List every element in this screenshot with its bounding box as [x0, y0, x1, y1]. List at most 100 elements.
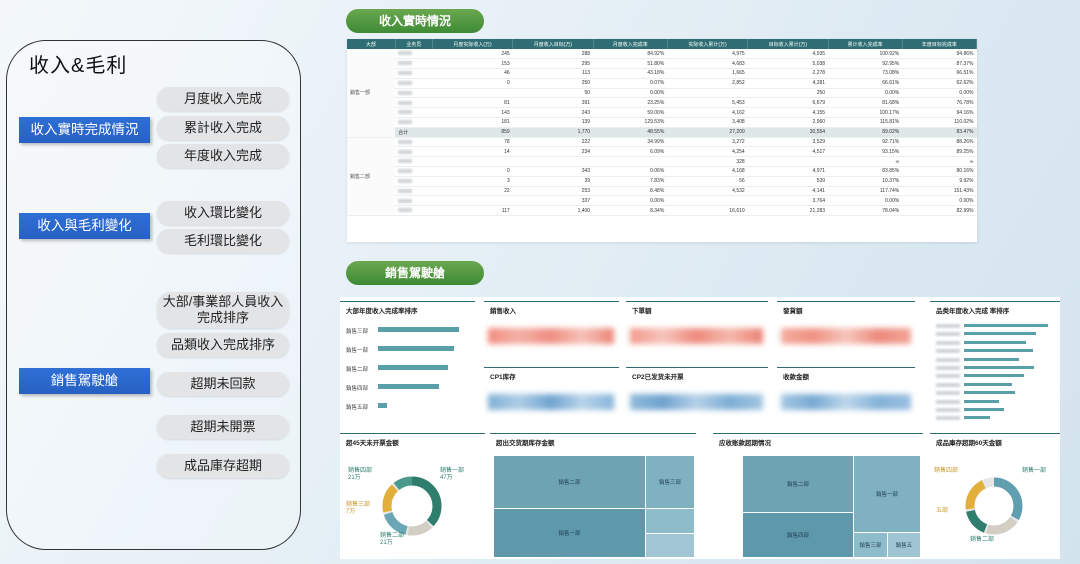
table-cell	[512, 156, 594, 168]
table-row[interactable]: 46 113 43.18% 1,665 2,278 73.08% 66.51%	[347, 68, 977, 79]
treemap-cell[interactable]: 銷售二部	[494, 456, 645, 508]
nav-item-inventory-overdue[interactable]: 成品庫存超期	[157, 454, 289, 478]
income-table[interactable]: 大部 业务员 月度实际收入(万) 月度收入目标(万) 月度收入完成率 实际收入累计(万) 目…	[347, 39, 977, 242]
table-row[interactable]: 22 253 8.48% 4,532 4,141 117.74% 151.43%	[347, 186, 977, 197]
treemap-cell[interactable]: 銷售五	[888, 533, 920, 557]
kpi-card-shipment-amount[interactable]: 發貨額	[777, 301, 915, 359]
nav-category-realtime-income[interactable]: 收入實時完成情況	[19, 117, 150, 143]
treemap-inventory-card[interactable]: 超出交货期库存金额 銷售二部 銷售一部 銷售三部	[490, 433, 696, 559]
blurred-value	[488, 394, 614, 410]
table-cell: 222	[512, 137, 594, 148]
table-cell: 0.00%	[593, 195, 668, 207]
category-rank-bar[interactable]	[964, 408, 1004, 411]
nav-item-annual-income[interactable]: 年度收入完成	[157, 144, 289, 168]
category-rank-bar[interactable]	[964, 374, 1024, 378]
table-header-cell[interactable]: 月度实际收入(万)	[432, 39, 514, 49]
kpi-card-cp2-uninvoiced[interactable]: CP2已发货未开票	[626, 367, 768, 425]
treemap-cell[interactable]: 銷售三部	[646, 456, 694, 508]
table-header-cell[interactable]: 月度收入完成率	[593, 39, 668, 49]
table-header-cell[interactable]: 月度收入目标(万)	[512, 39, 594, 49]
table-cell: 0.00%	[902, 88, 977, 99]
table-row[interactable]: 14 234 6.09% 4,254 4,517 93.15% 89.25%	[347, 146, 977, 158]
table-cell: 10.37%	[828, 176, 903, 187]
kpi-card-sales-income[interactable]: 銷售收入	[484, 301, 619, 359]
treemap-cell[interactable]	[646, 534, 694, 557]
kpi-title: CP2已发货未开票	[632, 374, 684, 381]
kpi-card-collection-amount[interactable]: 收款金额	[777, 367, 915, 425]
table-header-cell[interactable]: 业务员	[395, 39, 433, 49]
table-cell: 14	[432, 146, 513, 158]
table-row[interactable]: 銷售二部 78 222 34.99% 3,272 3,529 92.71% 88.26%	[347, 137, 977, 217]
table-cell: 8.34%	[593, 205, 668, 217]
category-rank-bar[interactable]	[964, 332, 1037, 336]
table-cell: 2,852	[667, 78, 748, 89]
treemap-cell[interactable]: 銷售二部	[743, 456, 853, 512]
rank-bar[interactable]	[378, 403, 387, 408]
table-row[interactable]: 337 0.00% 3,764 0.00% 0.00%	[347, 195, 977, 207]
table-header-cell[interactable]: 实际收入累计(万)	[667, 39, 749, 49]
table-row[interactable]: 181 139 129.53% 3,408 2,960 115.81% 110.02%	[347, 117, 977, 128]
table-header-cell[interactable]: 大部	[347, 39, 396, 49]
table-header-cell[interactable]: 目标收入累计(万)	[747, 39, 829, 49]
table-row[interactable]: 3 39 7.83% 56 539 10.37% 9.92%	[347, 176, 977, 187]
table-row[interactable]: 50 0.00% 250 0.00% 0.00%	[347, 88, 977, 99]
rank-bar[interactable]	[378, 384, 440, 389]
treemap-cell[interactable]: 銷售三部	[854, 533, 887, 557]
treemap-cell[interactable]: 銷售一部	[854, 456, 920, 532]
table-row[interactable]: 0 343 0.06% 4,168 4,971 83.85% 80.16%	[347, 166, 977, 177]
nav-item-overdue-receivable[interactable]: 超期未回款	[157, 372, 289, 396]
nav-item-overdue-invoice[interactable]: 超期未開票	[157, 415, 289, 439]
nav-item-category-ranking[interactable]: 品類收入完成排序	[157, 333, 289, 357]
table-row[interactable]: 合计 859 1,770 48.55% 27,200 30,554 89.02% 83.47%	[347, 127, 977, 138]
table-cell	[593, 156, 668, 168]
category-rank-bar[interactable]	[964, 340, 1026, 344]
category-rank-bar[interactable]	[964, 366, 1035, 369]
treemap-cell[interactable]	[646, 509, 694, 533]
nav-item-income-mom[interactable]: 收入環比變化	[157, 201, 289, 225]
nav-panel: 收入&毛利 收入實時完成情況 月度收入完成 累計收入完成 年度收入完成 收入與毛…	[6, 40, 301, 550]
table-cell: 21,283	[747, 205, 829, 217]
category-label-blurred	[936, 416, 960, 421]
dept-rank-card[interactable]: 大部年度收入完成率排序 銷售三部 銷售一部 銷售二部 銷售四部 銷售五部	[340, 301, 475, 429]
kpi-card-cp1-inventory[interactable]: CP1库存	[484, 367, 619, 425]
rank-bar[interactable]	[378, 327, 459, 332]
table-row[interactable]: 143 243 59.00% 4,162 4,155 100.17% 94.16%	[347, 107, 977, 119]
donut-inventory-chart	[965, 477, 1023, 535]
treemap-receivable-title: 应收账款超期情况	[719, 440, 771, 447]
table-cell: 59.00%	[593, 107, 668, 119]
category-rank-bar[interactable]	[964, 349, 1033, 353]
rank-bar[interactable]	[378, 346, 454, 351]
nav-item-monthly-income[interactable]: 月度收入完成	[157, 87, 289, 111]
nav-item-cumulative-income[interactable]: 累計收入完成	[157, 116, 289, 140]
table-row[interactable]: 117 1,400 8.34% 16,610 21,283 78.04% 82.99%	[347, 205, 977, 217]
category-rank-card[interactable]: 品类年度收入完成 率排序	[930, 301, 1060, 429]
nav-item-dept-ranking[interactable]: 大部/事業部人員收入完成排序	[157, 292, 289, 328]
category-rank-bar[interactable]	[964, 391, 1016, 395]
category-rank-bar[interactable]	[964, 416, 991, 420]
rank-bar[interactable]	[378, 365, 449, 370]
table-cell: 56	[667, 176, 748, 187]
table-cell: 245	[432, 49, 513, 60]
table-cell: 94.16%	[902, 107, 977, 119]
table-row[interactable]: 153 295 51.80% 4,683 5,038 92.95% 87.37%	[347, 58, 977, 70]
table-row[interactable]: 81 391 23.25% 5,453 6,679 81.68% 76.78%	[347, 97, 977, 109]
category-rank-bar[interactable]	[964, 324, 1048, 327]
category-rank-bar[interactable]	[964, 382, 1013, 386]
kpi-card-order-amount[interactable]: 下單額	[626, 301, 768, 359]
category-rank-bar[interactable]	[964, 357, 1019, 361]
donut-label: 銷售三部 7万	[346, 502, 371, 515]
treemap-cell[interactable]: 銷售一部	[494, 509, 645, 557]
treemap-receivable-card[interactable]: 应收账款超期情况 銷售二部 銷售一部 銷售四部 銷售三部 銷售五	[713, 433, 923, 559]
nav-category-sales-cockpit[interactable]: 銷售駕駛艙	[19, 368, 150, 394]
nav-category-income-margin[interactable]: 收入與毛利變化	[19, 213, 150, 239]
table-row[interactable]: 銷售一部 245 288 84.92% 4,975 4,935 100.92% 94.86%	[347, 49, 977, 138]
table-row[interactable]: 0 250 0.07% 2,852 4,281 66.61% 62.62%	[347, 78, 977, 89]
donut-uninvoiced-card[interactable]: 超45天未开票金额 銷售四部 21万 銷售一部 47万 銷售三部 7万 銷售二部 21万	[340, 433, 485, 559]
category-rank-bar[interactable]	[964, 399, 1000, 403]
donut-inventory-card[interactable]: 成品庫存超期60天金額 銷售四部 銷售一部 五部 銷售二部	[930, 433, 1060, 559]
table-row[interactable]: 328 ∞ ∞	[347, 156, 977, 168]
table-header-cell[interactable]: 年度目标完成率	[902, 39, 977, 49]
nav-item-margin-mom[interactable]: 毛利環比變化	[157, 229, 289, 253]
table-header-cell[interactable]: 累计收入完成率	[828, 39, 903, 49]
treemap-cell[interactable]: 銷售四部	[743, 513, 853, 557]
